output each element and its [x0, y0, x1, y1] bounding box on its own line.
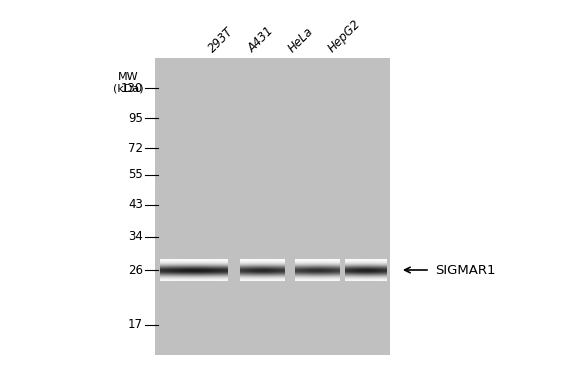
Text: 55: 55 — [128, 169, 143, 181]
Text: 293T: 293T — [206, 25, 236, 55]
Text: 72: 72 — [128, 141, 143, 155]
Text: 43: 43 — [128, 198, 143, 212]
Bar — [155, 58, 390, 355]
Text: 130: 130 — [120, 82, 143, 94]
Text: 26: 26 — [128, 263, 143, 276]
Text: MW
(kDa): MW (kDa) — [113, 72, 143, 94]
Text: 34: 34 — [128, 231, 143, 243]
Text: SIGMAR1: SIGMAR1 — [435, 263, 495, 276]
Text: A431: A431 — [246, 24, 276, 55]
Text: 17: 17 — [128, 319, 143, 332]
Text: HeLa: HeLa — [286, 25, 316, 55]
Text: 95: 95 — [128, 112, 143, 124]
Text: HepG2: HepG2 — [326, 17, 364, 55]
